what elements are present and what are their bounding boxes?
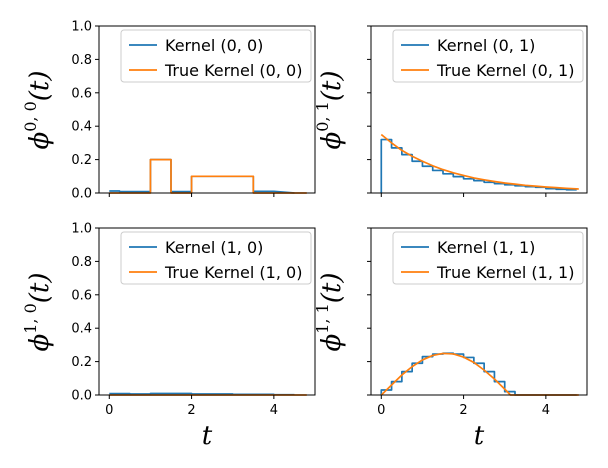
x-tick-label: 0 bbox=[105, 403, 113, 418]
series-line-estimated bbox=[380, 352, 577, 396]
x-axis-label: t bbox=[474, 421, 485, 451]
legend: Kernel (1, 1) True Kernel (1, 1) bbox=[392, 231, 584, 285]
panel-top-right: ϕ0, 1(t) Kernel (0, 1) True Kernel (0, 1) bbox=[313, 25, 588, 197]
series-line-true bbox=[380, 133, 579, 190]
panel-bottom-left: 0.0 0.2 0.4 0.6 0.8 1.0 0 2 4 t ϕ1, 0(t) Kernel (1,… bbox=[21, 222, 316, 451]
x-tick-label: 2 bbox=[187, 403, 195, 418]
y-tick-label: 0.8 bbox=[71, 255, 92, 270]
y-tick-label: 0.0 bbox=[71, 389, 92, 404]
legend-label: Kernel (0, 0) bbox=[165, 36, 263, 55]
legend-box bbox=[120, 231, 312, 285]
y-axis-label: ϕ0, 0(t) bbox=[21, 70, 55, 149]
y-tick-label: 0.2 bbox=[71, 355, 92, 370]
x-tick-label: 4 bbox=[542, 403, 550, 418]
axes-frame bbox=[98, 227, 316, 396]
panel-top-left: 0.0 0.2 0.4 0.6 0.8 1.0 ϕ0, 0(t) Kernel (0, 0) T… bbox=[21, 20, 316, 202]
y-tick-label: 0.4 bbox=[71, 322, 92, 337]
legend-label: Kernel (1, 0) bbox=[165, 238, 263, 257]
legend-box bbox=[392, 231, 584, 285]
legend-label: Kernel (0, 1) bbox=[437, 36, 535, 55]
axes-frame bbox=[98, 25, 316, 194]
x-tick-label: 2 bbox=[459, 403, 467, 418]
y-tick-label: 0.2 bbox=[71, 153, 92, 168]
series-line-true bbox=[380, 352, 579, 396]
axes-frame bbox=[370, 25, 588, 194]
legend-label: True Kernel (1, 1) bbox=[436, 263, 574, 282]
legend-label: Kernel (1, 1) bbox=[437, 238, 535, 257]
legend: Kernel (0, 0) True Kernel (0, 0) bbox=[120, 29, 312, 83]
series-line-true bbox=[109, 158, 307, 194]
x-tick-label: 0 bbox=[377, 403, 385, 418]
y-tick-label: 0.6 bbox=[71, 288, 92, 303]
y-tick-label: 1.0 bbox=[71, 222, 92, 237]
legend: Kernel (0, 1) True Kernel (0, 1) bbox=[392, 29, 584, 83]
y-axis-label: ϕ0, 1(t) bbox=[313, 70, 347, 149]
x-axis-label: t bbox=[202, 421, 213, 451]
legend-box bbox=[392, 29, 584, 83]
y-tick-label: 0.8 bbox=[71, 53, 92, 68]
y-tick-label: 0.6 bbox=[71, 86, 92, 101]
y-tick-label: 0.4 bbox=[71, 120, 92, 135]
axes-frame bbox=[370, 227, 588, 396]
series-line-estimated bbox=[380, 138, 577, 193]
y-tick-label: 1.0 bbox=[71, 20, 92, 35]
panel-bottom-right: 0 2 4 t ϕ1, 1(t) Kernel (1, 1) True Kernel (1,… bbox=[313, 227, 588, 451]
legend-label: True Kernel (0, 0) bbox=[164, 61, 302, 80]
y-tick-label: 0.0 bbox=[71, 187, 92, 202]
y-axis-label: ϕ1, 0(t) bbox=[21, 272, 55, 351]
legend-box bbox=[120, 29, 312, 83]
legend-label: True Kernel (1, 0) bbox=[164, 263, 302, 282]
legend: Kernel (1, 0) True Kernel (1, 0) bbox=[120, 231, 312, 285]
legend-label: True Kernel (0, 1) bbox=[436, 61, 574, 80]
y-axis-label: ϕ1, 1(t) bbox=[313, 272, 347, 351]
x-tick-label: 4 bbox=[270, 403, 278, 418]
